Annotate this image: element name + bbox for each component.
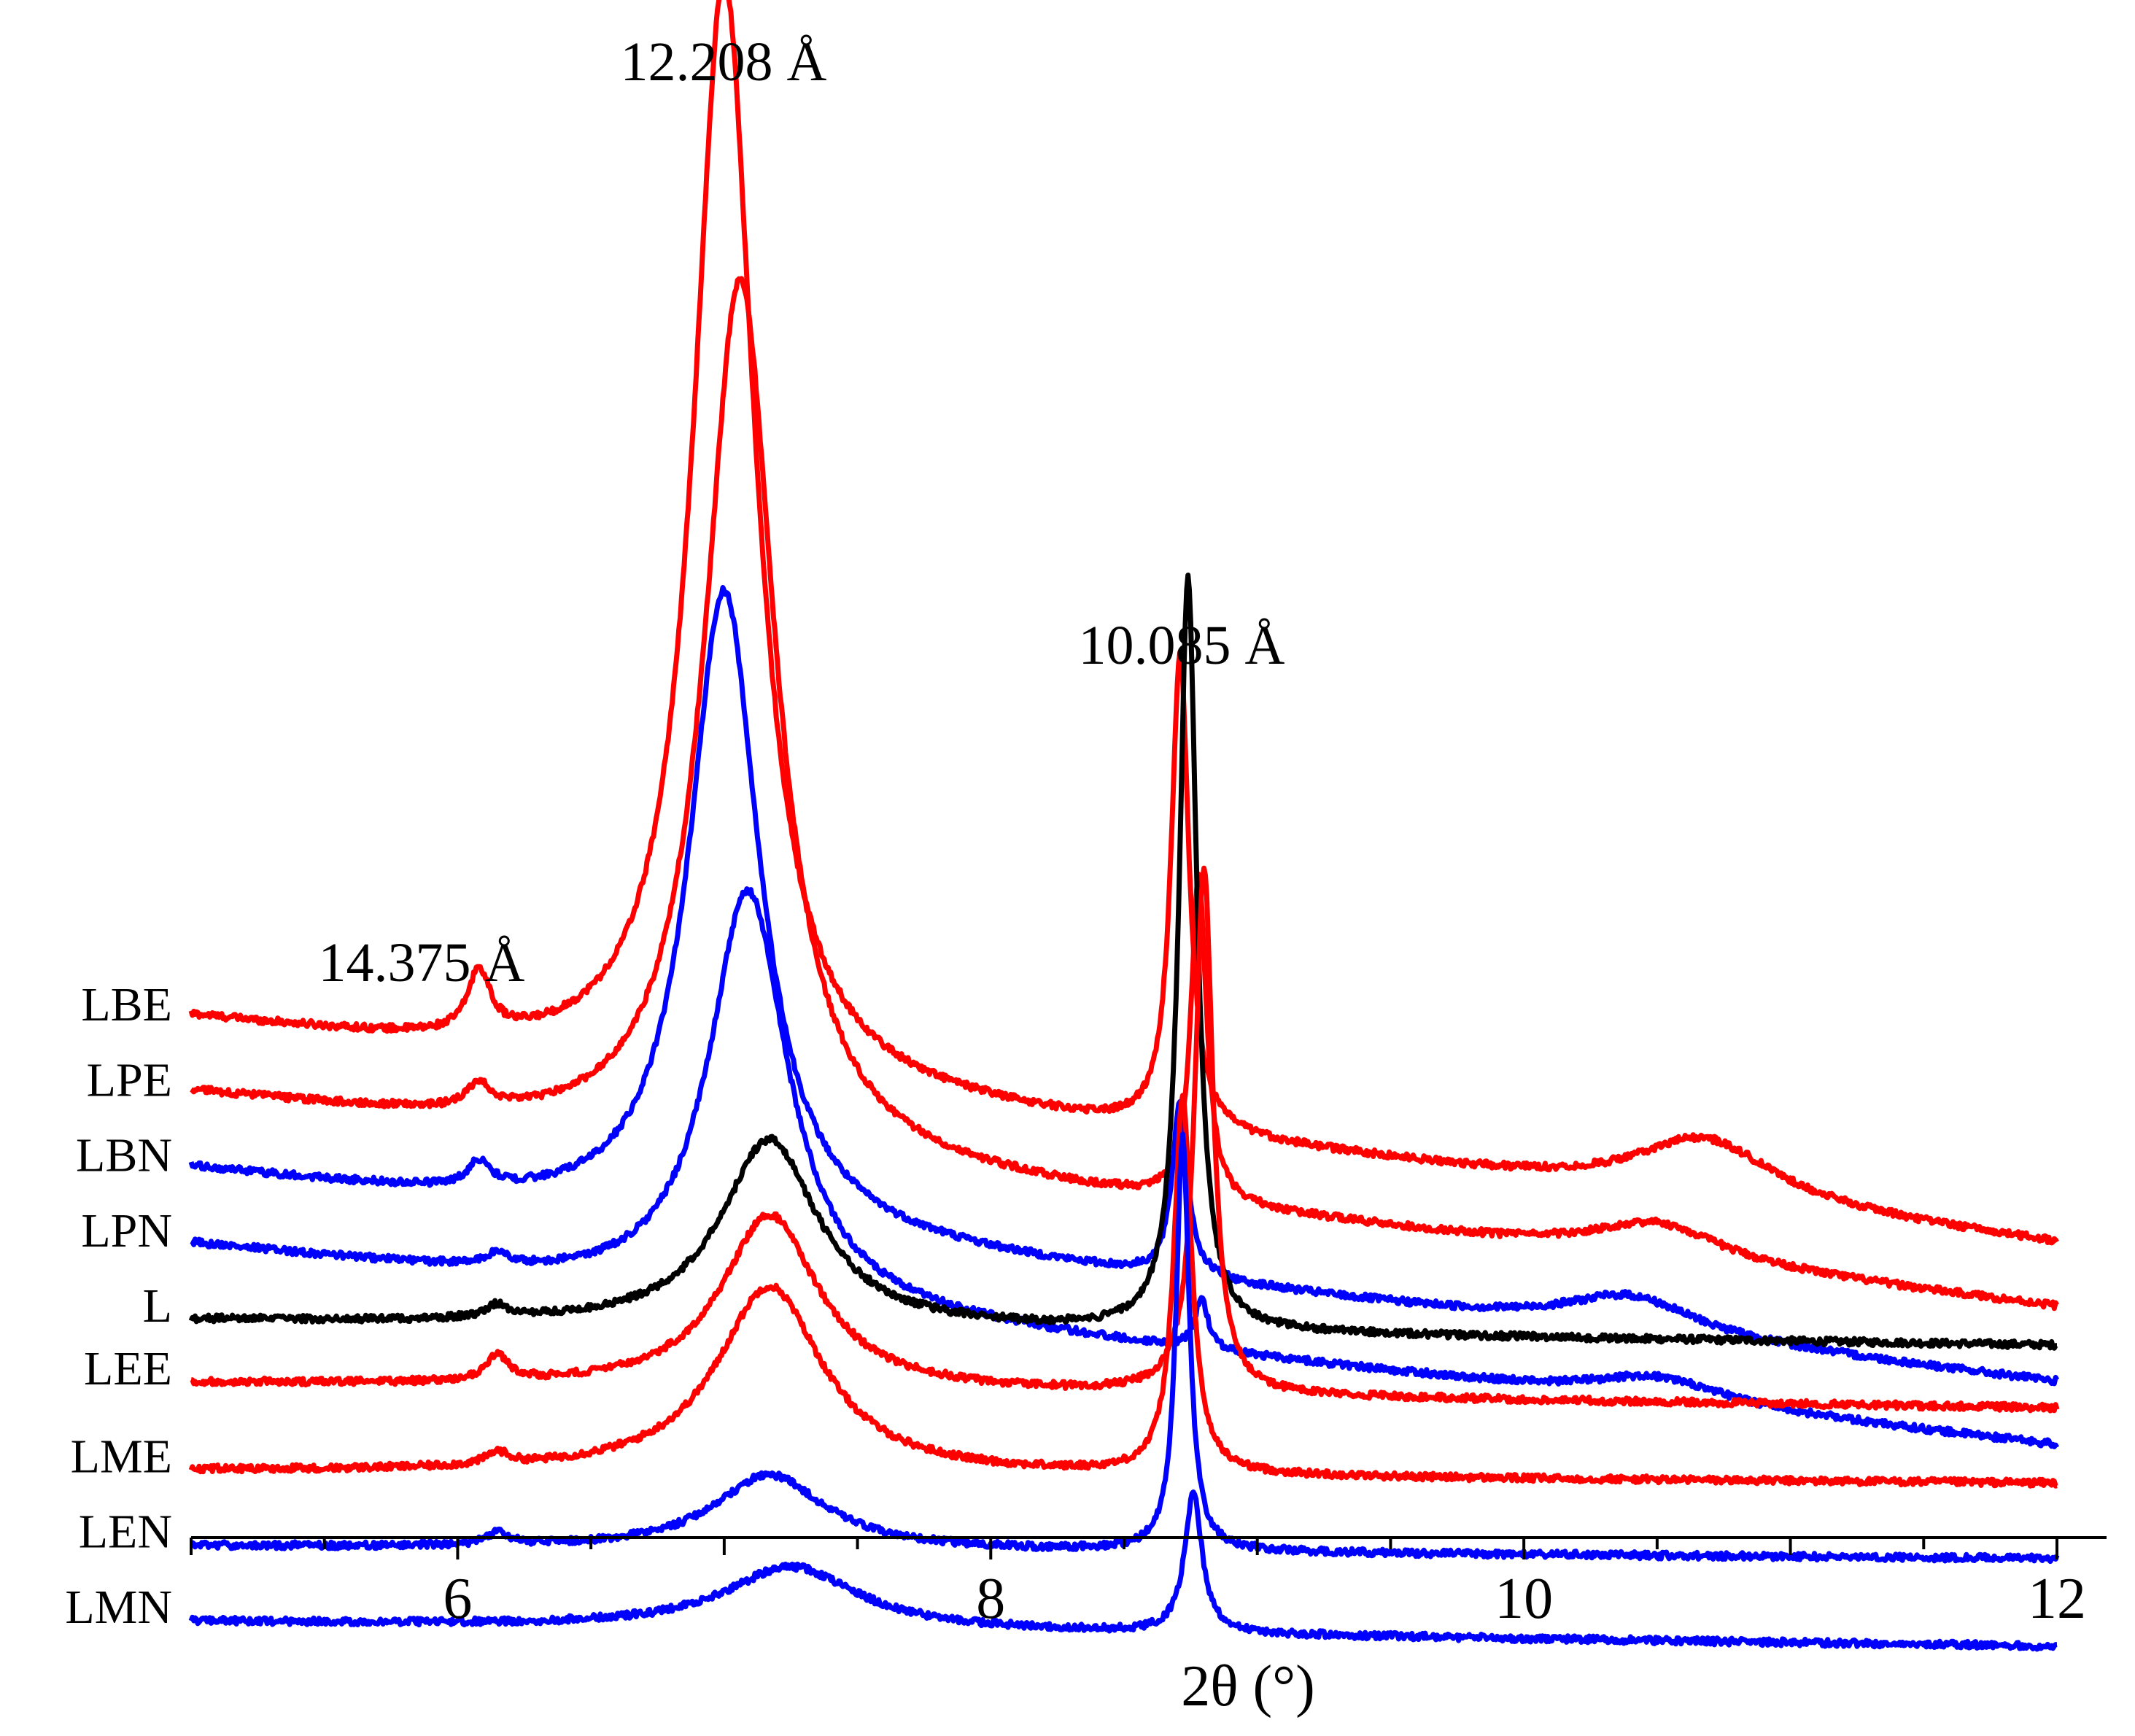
x-tick-label: 12 [2028,1567,2086,1631]
series-line-lpn [190,886,2060,1449]
annotation-group: 14.375 Å 12.208 Å 10.085 Å [319,31,1285,993]
series-label-lbn: LBN [76,1129,172,1182]
series-line-l [188,573,2058,1351]
series-line-len [190,1131,2060,1565]
x-axis-title: 2θ (°) [1181,1654,1315,1718]
series-label-l: L [143,1279,172,1333]
series-label-lpe: LPE [87,1053,172,1107]
x-tick-label: 8 [976,1567,1005,1631]
peak-annotation: 12.208 Å [621,31,827,93]
series-line-lme [188,1093,2058,1489]
series-label-lee: LEE [84,1342,172,1395]
series-group [188,0,2060,1652]
series-line-lbn [188,585,2060,1387]
series-label-lpn: LPN [81,1204,172,1258]
series-line-lpe [190,276,2060,1311]
series-label-lbe: LBE [81,978,172,1031]
series-label-len: LEN [79,1506,172,1559]
x-tick-group: 6 8 10 12 [190,1538,2086,1631]
peak-annotation: 10.085 Å [1079,615,1285,676]
peak-annotation: 14.375 Å [319,932,525,993]
x-tick-label: 10 [1495,1567,1553,1631]
series-line-lmn [188,1489,2058,1652]
x-tick-label: 6 [443,1567,472,1631]
series-label-lmn: LMN [65,1581,172,1634]
series-line-lee [190,865,2060,1414]
series-line-lbe [188,0,2059,1246]
series-label-lme: LME [71,1430,172,1483]
series-label-group: LBE LPE LBN LPN L LEE LME LEN LMN [65,978,172,1634]
